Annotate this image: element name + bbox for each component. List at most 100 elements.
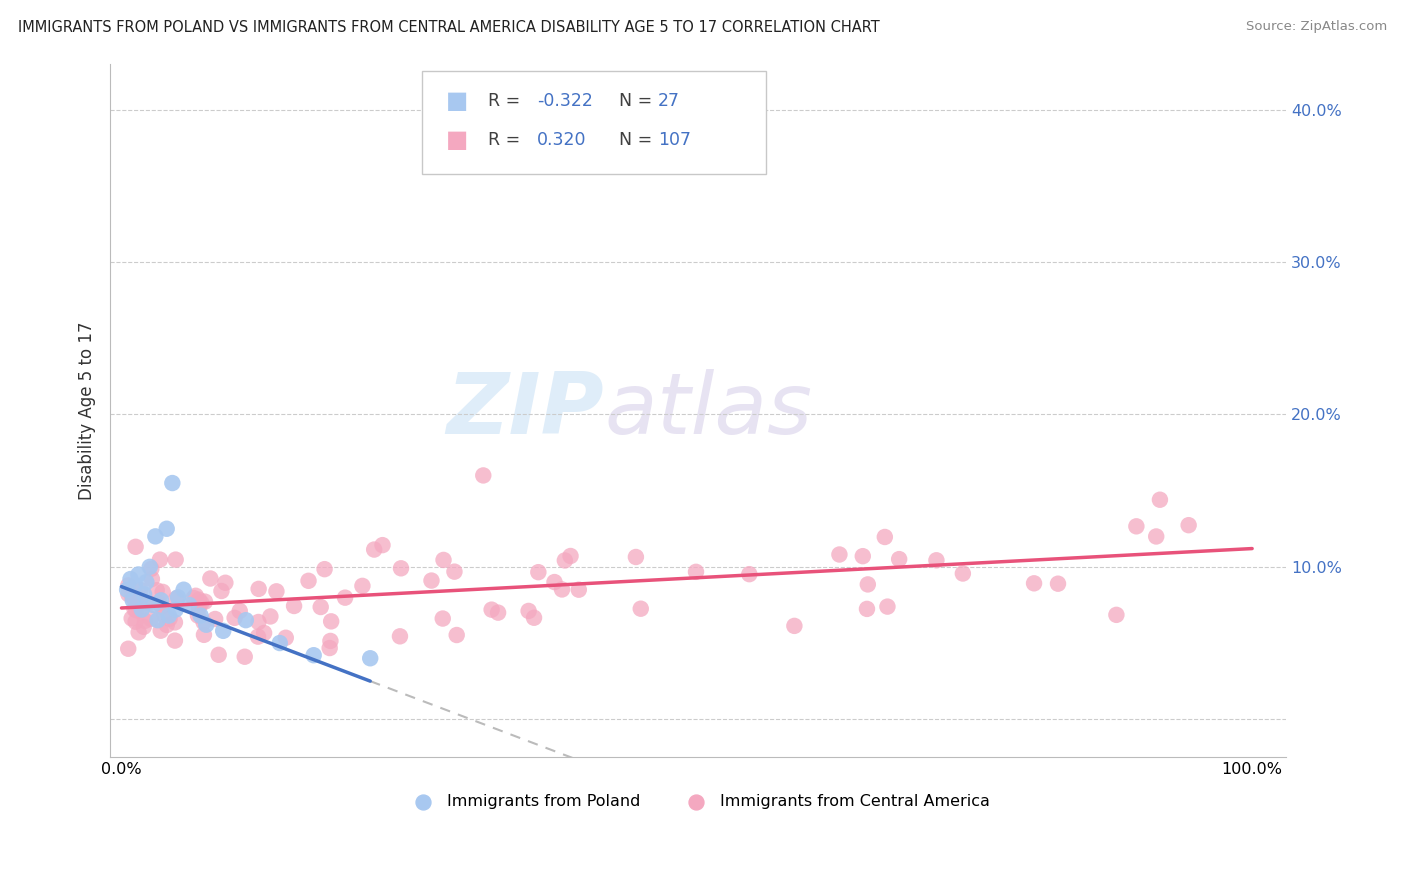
Point <box>121 589 143 603</box>
Text: Source: ZipAtlas.com: Source: ZipAtlas.com <box>1247 20 1388 33</box>
Point <box>187 592 209 607</box>
Point <box>122 591 145 606</box>
Point <box>828 548 851 562</box>
Point <box>543 575 565 590</box>
Point <box>146 613 169 627</box>
Point <box>302 648 325 663</box>
Point <box>443 565 465 579</box>
Point <box>134 614 156 628</box>
Text: ■: ■ <box>446 89 468 112</box>
Text: N =: N = <box>619 92 652 110</box>
Point <box>208 648 231 662</box>
Point <box>297 574 319 588</box>
Point <box>1105 607 1128 622</box>
Point <box>1125 519 1147 533</box>
Text: 27: 27 <box>658 92 681 110</box>
Point <box>145 529 167 543</box>
Point <box>274 631 297 645</box>
Point <box>852 549 875 564</box>
Point <box>149 552 172 566</box>
Point <box>554 553 576 567</box>
Point <box>163 633 186 648</box>
Point <box>200 572 222 586</box>
Y-axis label: Disability Age 5 to 17: Disability Age 5 to 17 <box>79 321 96 500</box>
Point <box>124 578 146 592</box>
Point <box>131 602 153 616</box>
Point <box>115 582 138 597</box>
Point <box>183 591 205 605</box>
Point <box>472 468 495 483</box>
Point <box>132 587 155 601</box>
Point <box>523 611 546 625</box>
Point <box>165 591 187 606</box>
Point <box>117 578 139 592</box>
Point <box>150 599 173 614</box>
Point <box>624 549 647 564</box>
Point <box>259 609 281 624</box>
Point <box>129 591 152 606</box>
Point <box>138 559 160 574</box>
Point <box>319 634 342 648</box>
Point <box>952 566 974 581</box>
Point <box>142 598 165 612</box>
Point <box>190 608 212 623</box>
Point <box>1149 492 1171 507</box>
Point <box>1144 529 1167 543</box>
Point <box>212 624 235 638</box>
Point <box>420 574 443 588</box>
Point <box>229 604 252 618</box>
Point <box>481 602 503 616</box>
Point <box>446 628 468 642</box>
Point <box>141 562 163 576</box>
Text: IMMIGRANTS FROM POLAND VS IMMIGRANTS FROM CENTRAL AMERICA DISABILITY AGE 5 TO 17: IMMIGRANTS FROM POLAND VS IMMIGRANTS FRO… <box>18 20 880 35</box>
Point <box>253 626 276 640</box>
Text: -0.322: -0.322 <box>537 92 593 110</box>
Point <box>388 629 411 643</box>
Point <box>127 567 149 582</box>
Point <box>371 538 394 552</box>
Point <box>309 600 332 615</box>
Text: ■: ■ <box>446 128 468 152</box>
Point <box>925 553 948 567</box>
Point <box>247 582 270 596</box>
Point <box>121 611 143 625</box>
Point <box>124 602 146 616</box>
Point <box>179 598 201 612</box>
Point <box>783 619 806 633</box>
Point <box>121 593 143 607</box>
Point <box>150 593 173 607</box>
Point <box>167 591 190 605</box>
Point <box>204 612 226 626</box>
Point <box>318 640 340 655</box>
Point <box>432 553 454 567</box>
Point <box>141 572 163 586</box>
Point <box>157 608 180 623</box>
Point <box>162 476 184 491</box>
Point <box>389 561 412 575</box>
Point <box>352 579 374 593</box>
Point <box>124 615 146 629</box>
Point <box>269 636 291 650</box>
Point <box>214 575 236 590</box>
Point <box>193 628 215 642</box>
Point <box>283 599 305 613</box>
Point <box>432 611 454 625</box>
Point <box>163 615 186 630</box>
Point <box>1022 576 1045 591</box>
Point <box>125 603 148 617</box>
Point <box>235 613 257 627</box>
Point <box>876 599 898 614</box>
Point <box>266 584 288 599</box>
Point <box>148 596 170 610</box>
Point <box>187 608 209 623</box>
Point <box>152 585 174 599</box>
Point <box>128 604 150 618</box>
Point <box>194 594 217 608</box>
Point <box>120 572 142 586</box>
Point <box>568 582 591 597</box>
Point <box>856 602 879 616</box>
Point <box>128 625 150 640</box>
Point <box>359 651 381 665</box>
Point <box>233 649 256 664</box>
Point <box>145 583 167 598</box>
